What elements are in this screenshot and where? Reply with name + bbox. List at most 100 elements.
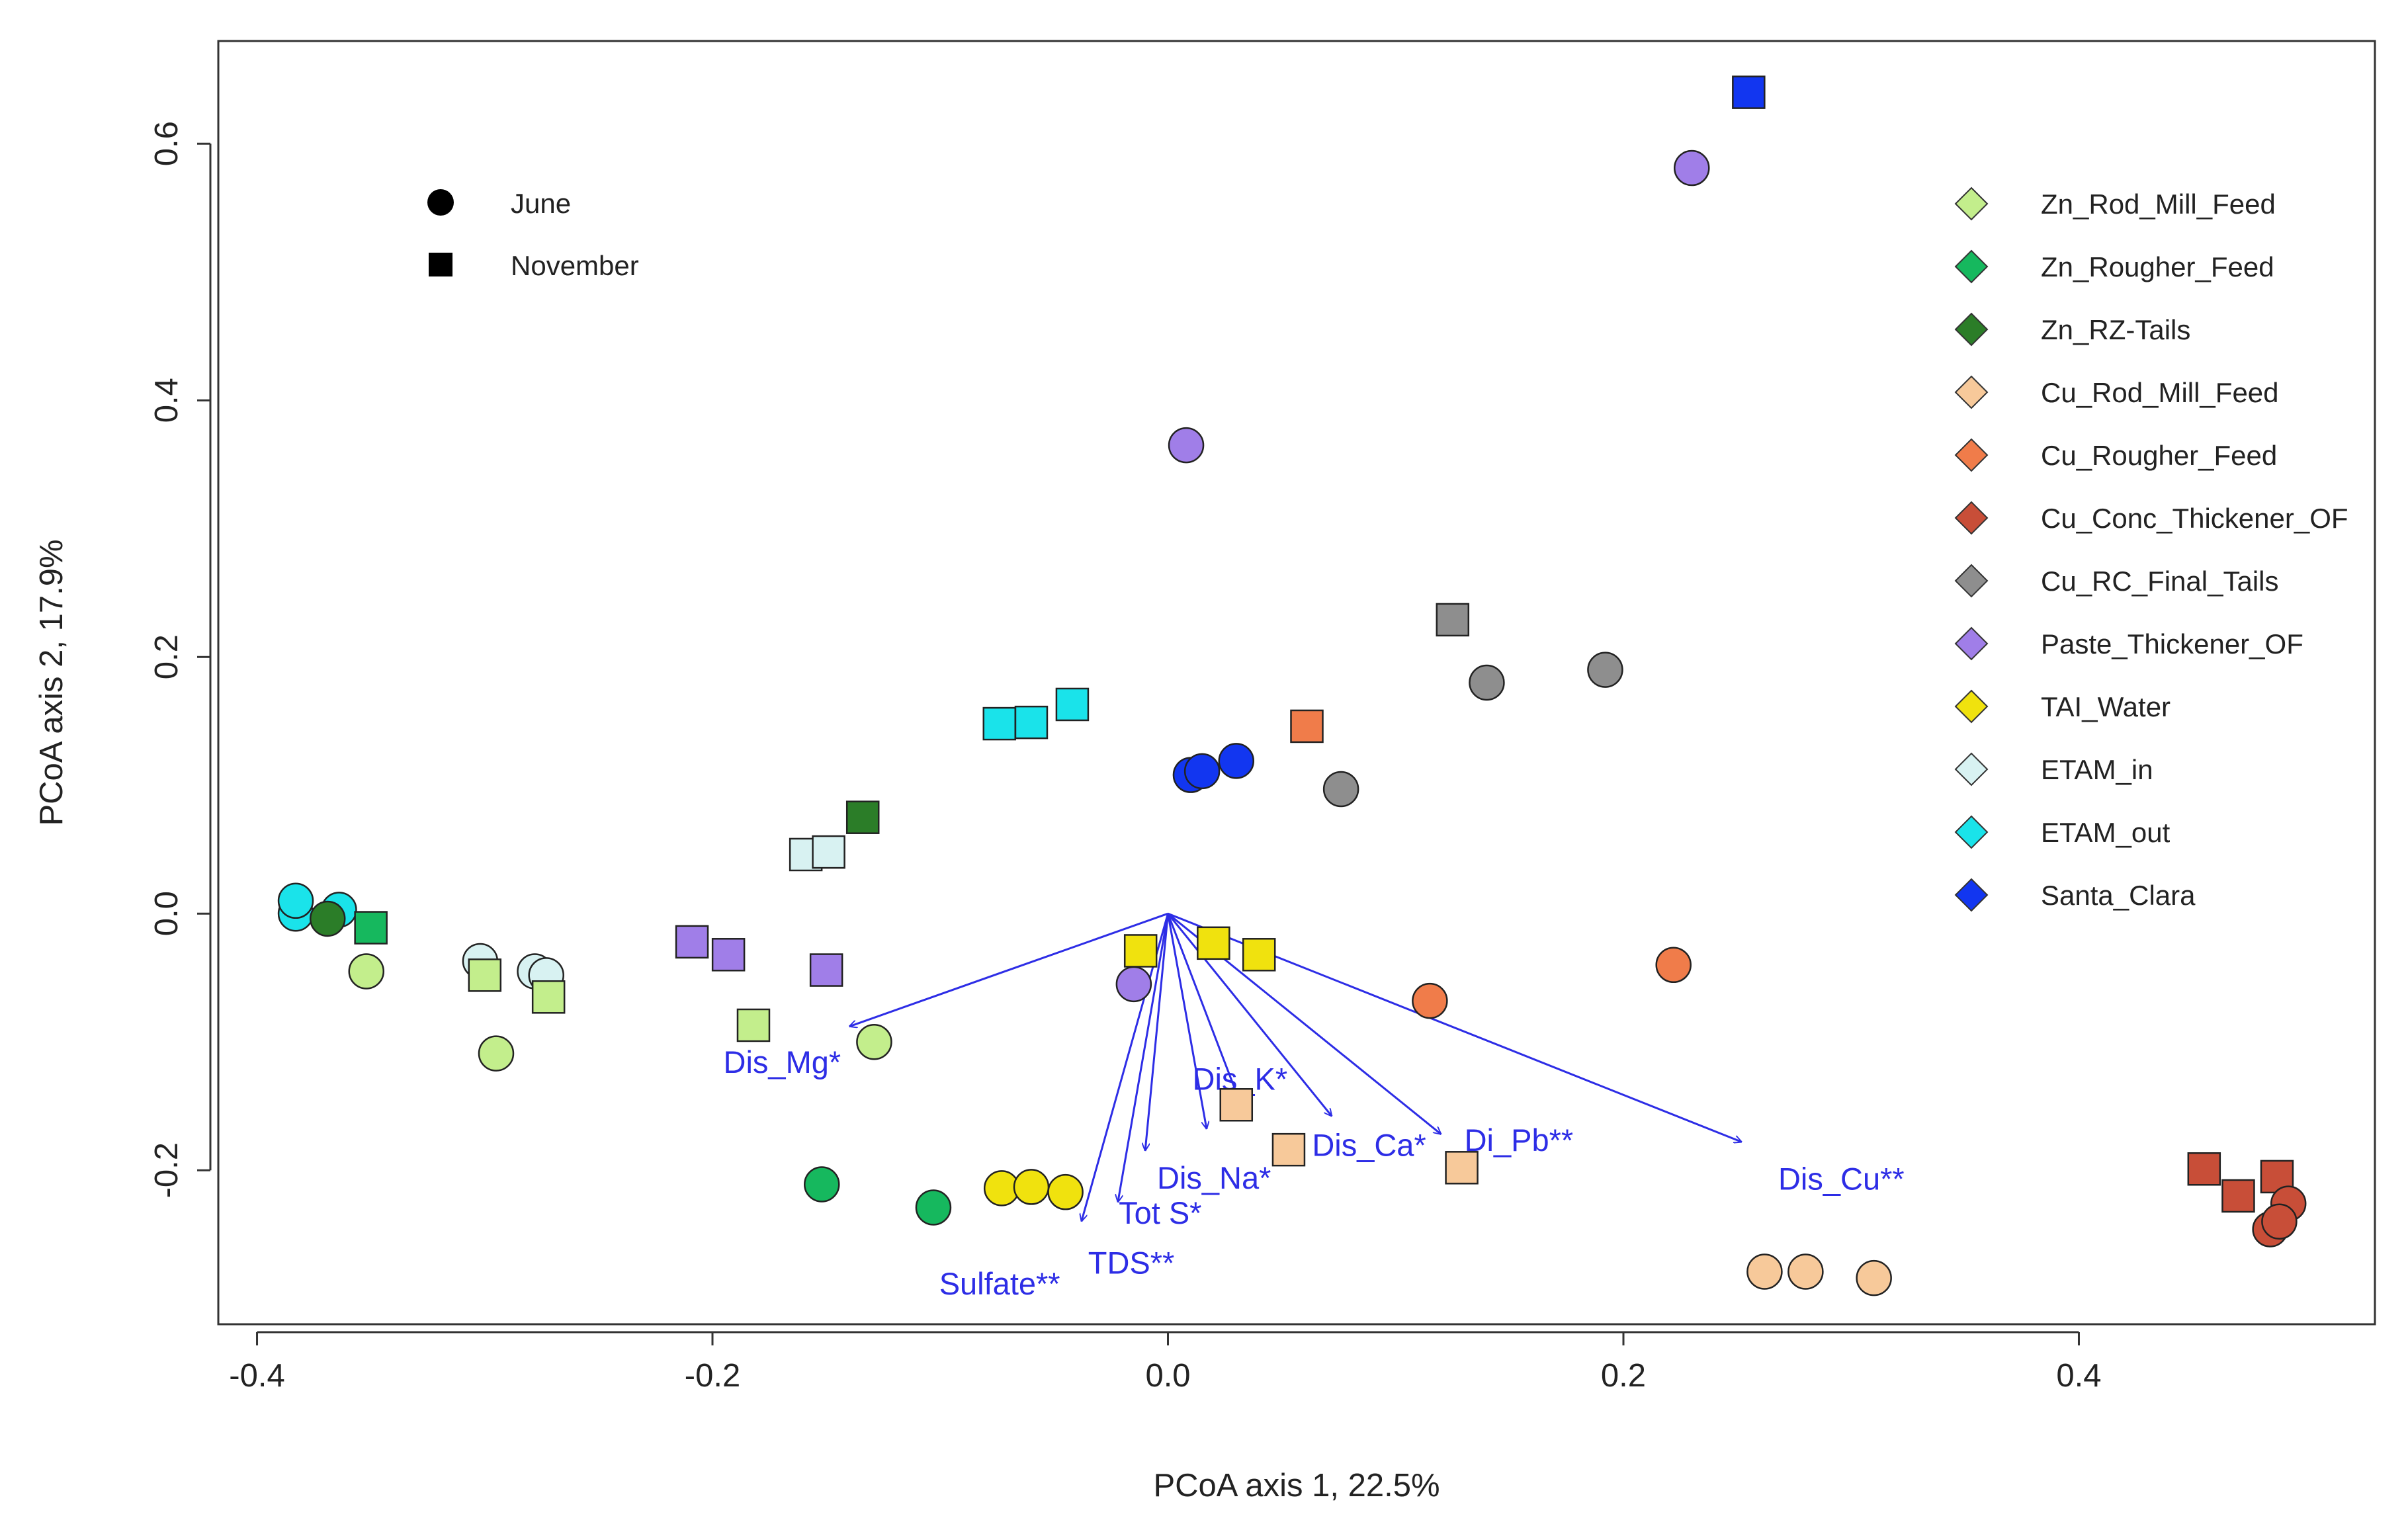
legend-label: Zn_Rougher_Feed (2041, 251, 2274, 282)
vector-label: Dis_Na* (1157, 1160, 1271, 1195)
group-legend: Zn_Rod_Mill_Feed Zn_Rougher_Feed Zn_RZ-Tai… (1954, 187, 2348, 912)
y-tick-label: 0.2 (149, 634, 185, 679)
point-circle (1322, 771, 1359, 808)
legend-diamond (1954, 752, 1989, 786)
point-square (531, 980, 566, 1014)
point-square (1055, 687, 1090, 722)
point-square (1123, 934, 1158, 968)
legend-diamond (1954, 501, 1989, 535)
plot-frame (217, 40, 2376, 1326)
point-circle (1655, 947, 1692, 984)
vector-label: Dis_Cu** (1778, 1162, 1905, 1197)
legend-diamond (1954, 375, 1989, 409)
legend-label: Cu_Rod_Mill_Feed (2041, 377, 2279, 408)
x-tick-label: 0.4 (2056, 1358, 2101, 1394)
legend-label: Santa_Clara (2041, 880, 2196, 911)
point-square (845, 800, 880, 834)
legend-diamond (1954, 626, 1989, 661)
vector-label: Dis_Ca* (1312, 1128, 1426, 1163)
point-circle (348, 953, 385, 990)
point-circle (1412, 982, 1448, 1019)
y-axis: -0.2 0.0 0.2 0.4 0.6 (149, 121, 212, 1198)
point-square (1290, 709, 1324, 743)
point-square (809, 953, 843, 987)
legend-june-label: June (511, 188, 571, 219)
point-square (675, 925, 709, 959)
point-circle (1587, 652, 1623, 688)
vector-arrow (1167, 913, 1207, 1129)
legend-diamond (1954, 312, 1989, 347)
point-circle (478, 1035, 515, 1072)
point-circle (856, 1023, 892, 1060)
x-axis-label: PCoA axis 1, 22.5% (1153, 1468, 1440, 1503)
point-square (736, 1008, 771, 1042)
point-square (1271, 1132, 1306, 1167)
vector-label: Di_Pb** (1465, 1122, 1574, 1158)
point-circle (1218, 743, 1255, 779)
legend-diamond (1954, 187, 1989, 221)
point-circle (277, 882, 314, 919)
point-square (1219, 1088, 1254, 1122)
point-circle (1746, 1253, 1783, 1290)
point-circle (1674, 149, 1710, 187)
vector-arrow (1118, 913, 1169, 1203)
y-tick-label: 0.6 (149, 121, 185, 166)
legend-label: Zn_RZ-Tails (2041, 314, 2190, 345)
legend-diamond (1954, 689, 1989, 724)
legend-label: ETAM_in (2041, 754, 2153, 785)
legend-label: TAI_Water (2041, 691, 2171, 722)
point-square (1197, 926, 1230, 960)
point-square (711, 938, 746, 972)
y-tick-label: 0.4 (149, 378, 185, 423)
legend-label: Cu_Conc_Thickener_OF (2041, 503, 2348, 534)
point-circle (803, 1166, 840, 1203)
x-axis: -0.4 -0.2 0.0 0.2 0.4 (229, 1331, 2102, 1394)
legend-label: Cu_Rougher_Feed (2041, 440, 2277, 471)
legend-label: Zn_Rod_Mill_Feed (2041, 189, 2276, 220)
point-square (982, 706, 1017, 741)
point-square (1732, 75, 1766, 109)
point-circle (1856, 1259, 1892, 1296)
point-circle (1469, 664, 1505, 701)
point-circle (1183, 753, 1221, 790)
point-circle (1787, 1253, 1824, 1290)
vector-arrow (1145, 913, 1169, 1151)
point-square (812, 835, 845, 869)
legend-diamond (1954, 564, 1989, 598)
point-circle (1115, 966, 1152, 1003)
vector-arrow (1167, 913, 1332, 1117)
legend-november-label: November (511, 250, 639, 281)
legend-november-marker (429, 253, 452, 276)
y-tick-label: 0.0 (149, 891, 185, 936)
point-square (1436, 603, 1470, 637)
point-square (1014, 705, 1049, 740)
x-tick-label: -0.2 (685, 1358, 740, 1394)
environmental-vectors: Dis_Mg* Dis_K*Dis_Na*Tot S*TDS**Sulfate**… (724, 912, 1905, 1301)
point-circle (1047, 1173, 1084, 1210)
point-square (1242, 938, 1276, 972)
vector-arrow (849, 912, 1169, 1027)
vector-arrow (1167, 913, 1246, 1117)
legend-label: Paste_Thickener_OF (2041, 628, 2303, 659)
point-square (2221, 1179, 2255, 1213)
point-square (2187, 1152, 2221, 1186)
point-circle (1168, 427, 1205, 464)
legend-diamond (1954, 815, 1989, 849)
legend-diamond (1954, 878, 1989, 912)
point-square (1445, 1151, 1479, 1185)
point-square (468, 958, 502, 992)
legend-june-marker (427, 189, 454, 216)
point-circle (2261, 1203, 2298, 1240)
vector-label: Tot S* (1119, 1195, 1201, 1230)
legend-label: ETAM_out (2041, 817, 2171, 848)
point-circle (309, 900, 346, 937)
point-circle (1013, 1169, 1050, 1205)
vector-label: Sulfate** (939, 1266, 1060, 1301)
sample-points (277, 75, 2307, 1296)
legend-diamond (1954, 249, 1989, 284)
point-square (354, 911, 388, 945)
point-circle (915, 1189, 952, 1226)
legend-diamond (1954, 438, 1989, 472)
y-axis-label: PCoA axis 2, 17.9% (34, 539, 69, 826)
x-tick-label: 0.2 (1601, 1358, 1646, 1394)
